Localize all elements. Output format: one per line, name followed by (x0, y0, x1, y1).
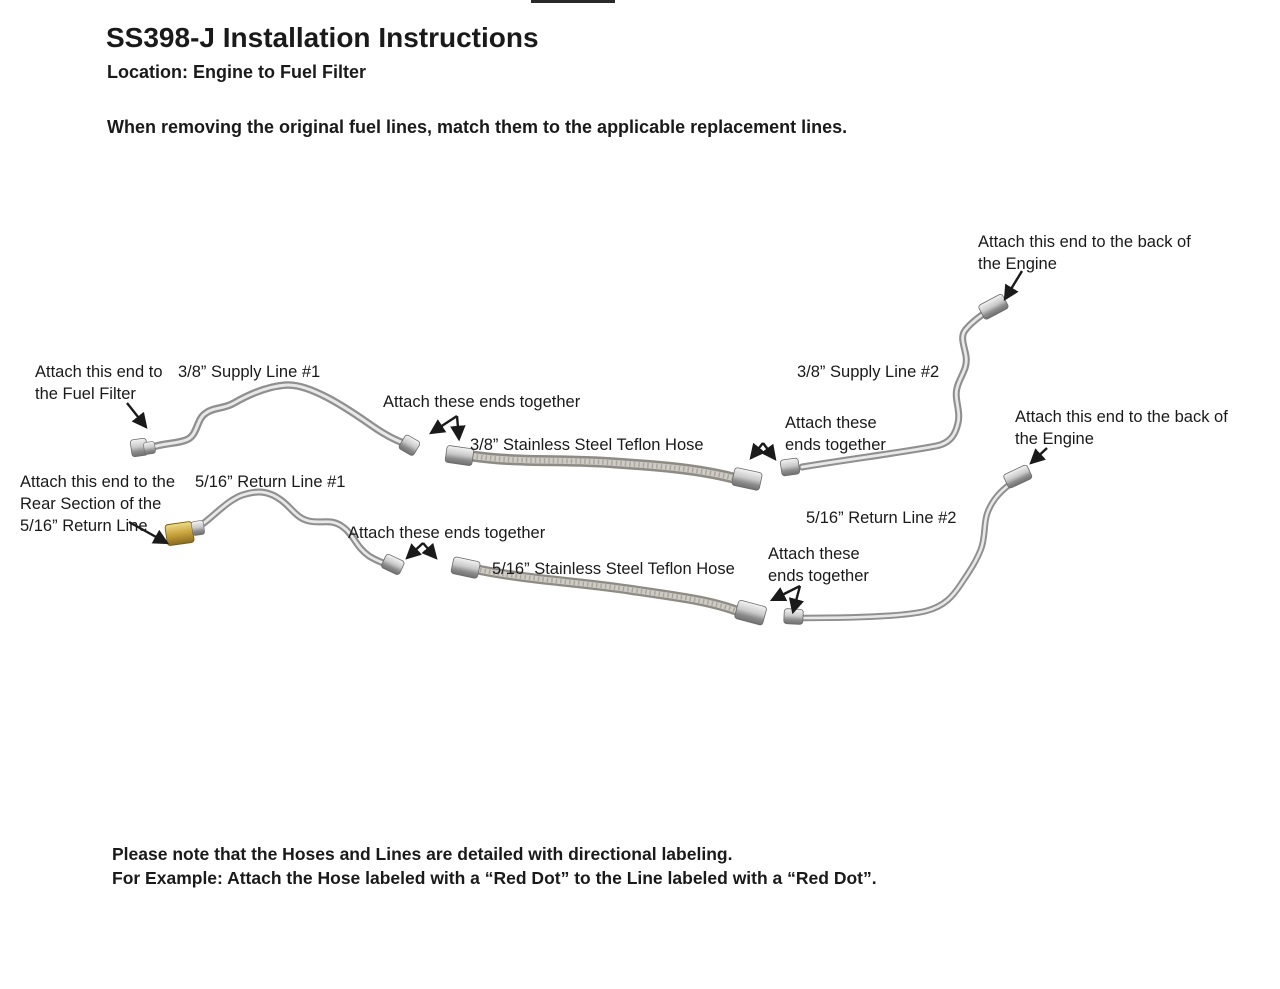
return-line-2-right-fitting (1003, 464, 1033, 489)
annotation-arrows (126, 270, 1048, 615)
hose-38-left-nut (444, 445, 474, 466)
arrow-engine-top (1003, 270, 1024, 302)
supply-line-1-right-fitting (398, 434, 421, 456)
arrow-ends-s2-right (760, 442, 777, 461)
label-engine-top: Attach this end to the back of the Engin… (978, 233, 1191, 273)
label-attach-ends-supply1: Attach these ends together (383, 393, 581, 411)
arrow-ends-r2-down (788, 585, 804, 615)
hose-38-body (444, 445, 763, 491)
arrow-engine-right (1029, 447, 1048, 465)
arrow-rear-section (128, 520, 170, 545)
label-attach-ends-return1: Attach these ends together (348, 524, 546, 542)
label-return-line-1: 5/16” Return Line #1 (195, 473, 346, 491)
label-supply-line-1: 3/8” Supply Line #1 (178, 363, 321, 381)
label-attach-rear-section: Attach this end to the Rear Section of t… (20, 473, 176, 535)
label-hose-516: 5/16” Stainless Steel Teflon Hose (492, 560, 735, 578)
arrow-ends-s1-left (429, 414, 458, 435)
label-supply-line-2: 3/8” Supply Line #2 (797, 363, 940, 381)
arrow-fuel-filter (126, 402, 148, 429)
hose-516-left-nut (450, 556, 481, 579)
page-edge-artifact (531, 0, 615, 3)
supply-line-1-tube (129, 381, 421, 458)
label-hose-38: 3/8” Stainless Steel Teflon Hose (470, 436, 704, 454)
return-line-1-tube (164, 488, 405, 575)
location-subtitle: Location: Engine to Fuel Filter (107, 62, 366, 82)
arrow-ends-s1-down (450, 415, 466, 442)
arrow-ends-r1-left (405, 542, 424, 560)
hose-38-right-nut (731, 467, 763, 491)
label-return-line-2: 5/16” Return Line #2 (806, 509, 957, 527)
arrow-ends-s2-left (749, 442, 766, 460)
footer-note: Please note that the Hoses and Lines are… (112, 844, 877, 888)
intro-instruction: When removing the original fuel lines, m… (107, 117, 848, 137)
label-attach-fuel-filter: Attach this end to the Fuel Filter (35, 363, 163, 403)
hose-516-body (450, 556, 767, 626)
label-attach-ends-supply2: Attach these ends together (785, 414, 886, 454)
supply-line-2-left-fitting (779, 457, 801, 477)
hose-516-right-nut (734, 599, 767, 626)
arrow-ends-r2-left (769, 584, 801, 602)
label-engine-right: Attach this end to the back of the Engin… (1015, 408, 1228, 448)
label-attach-ends-return2: Attach these ends together (768, 545, 869, 585)
arrow-ends-r1-right (421, 542, 438, 560)
return-line-1-right-fitting (381, 554, 405, 575)
page-title: SS398-J Installation Instructions (106, 22, 539, 53)
